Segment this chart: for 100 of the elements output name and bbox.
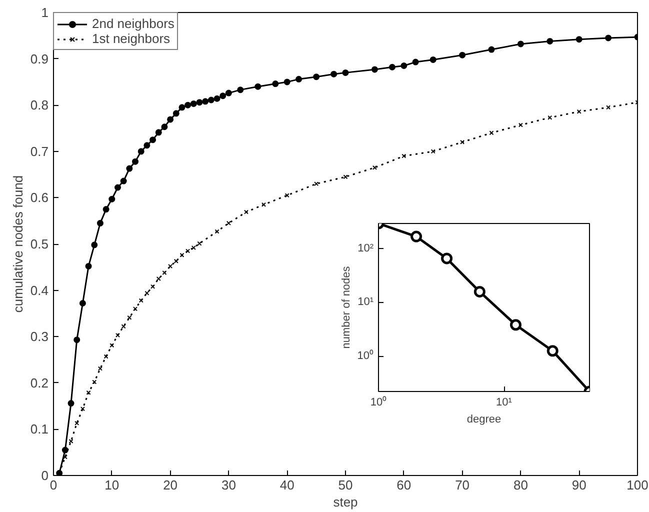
x-tick-label: 80	[513, 478, 528, 492]
point	[430, 56, 436, 63]
point	[110, 343, 114, 348]
point	[180, 252, 184, 258]
point	[144, 290, 150, 296]
y-tick-label: 10²	[358, 242, 374, 254]
point	[85, 262, 92, 270]
point	[459, 52, 466, 58]
point	[372, 165, 377, 170]
point	[517, 40, 524, 48]
point	[115, 332, 120, 338]
point	[296, 76, 302, 82]
point	[208, 96, 214, 104]
point	[162, 270, 167, 275]
point	[576, 36, 582, 43]
point	[91, 242, 98, 248]
x-tick-label: 20	[163, 478, 178, 492]
point	[86, 390, 91, 395]
x-tick-label: 70	[455, 478, 470, 492]
point	[214, 95, 220, 102]
point	[156, 276, 161, 281]
y-tick-label: 0	[41, 468, 49, 483]
point	[174, 258, 178, 264]
point	[244, 210, 248, 214]
point	[92, 380, 97, 384]
y-tick-label: 0.6	[30, 190, 49, 206]
x-tick-label: 100	[626, 478, 648, 492]
point	[138, 148, 144, 155]
x-axis-title: degree	[466, 414, 502, 426]
point	[150, 284, 156, 289]
y-tick-label: 0.4	[30, 282, 49, 298]
point	[412, 58, 419, 66]
point	[488, 46, 495, 53]
point	[184, 102, 192, 108]
y-axis-title: cumulative nodes found	[10, 175, 26, 313]
point	[196, 99, 203, 106]
point	[102, 206, 110, 213]
point	[284, 193, 290, 198]
point	[388, 64, 396, 70]
point	[161, 124, 168, 130]
x-axis-title: step	[333, 494, 358, 510]
point	[127, 315, 132, 320]
y-tick-label: 10⁰	[357, 349, 374, 362]
point	[172, 110, 180, 117]
y-tick-label: 0.8	[30, 98, 49, 113]
point	[132, 306, 138, 312]
point	[79, 300, 86, 307]
point	[96, 220, 104, 226]
point	[68, 438, 74, 444]
point	[576, 109, 582, 114]
point	[74, 420, 80, 426]
point	[190, 100, 197, 107]
point	[214, 229, 220, 234]
point	[430, 149, 436, 154]
point	[68, 400, 74, 407]
point	[191, 245, 196, 250]
point	[220, 92, 226, 100]
point	[314, 182, 319, 186]
point	[606, 105, 611, 110]
point	[400, 62, 408, 69]
y-tick-label: 0.1	[30, 422, 49, 437]
x-tick-label: 40	[280, 478, 294, 492]
point	[186, 248, 190, 254]
y-axis-title: number of nodes	[340, 266, 352, 349]
point	[330, 70, 338, 78]
point	[226, 220, 231, 226]
point	[74, 336, 80, 344]
point	[272, 80, 279, 88]
point	[460, 140, 465, 144]
point	[546, 38, 554, 44]
point	[138, 298, 144, 303]
point	[62, 454, 68, 460]
y-tick-label: 1	[41, 5, 49, 20]
y-tick-label: 10¹	[358, 296, 374, 308]
point	[150, 136, 156, 144]
point	[155, 129, 162, 136]
point	[132, 158, 139, 165]
point	[343, 174, 348, 180]
y-tick-label: 0.2	[30, 375, 49, 390]
point	[104, 354, 108, 359]
x-tick-label: 60	[396, 478, 412, 492]
x-tick-label: 50	[338, 478, 353, 492]
y-tick-label: 0.5	[30, 236, 49, 252]
point	[313, 74, 320, 80]
point	[126, 165, 133, 172]
point	[80, 406, 85, 412]
point	[489, 130, 494, 136]
point	[402, 154, 406, 158]
legend-label: 1st neighbors	[92, 31, 170, 46]
x-tick-label: 90	[572, 478, 586, 492]
y-tick-label: 0.9	[30, 51, 49, 66]
y-tick-label: 0.3	[30, 329, 49, 344]
point	[225, 90, 232, 96]
x-tick-label: 30	[221, 478, 236, 492]
point	[284, 78, 290, 86]
point	[144, 142, 150, 149]
point	[605, 34, 612, 42]
point	[254, 83, 262, 90]
point	[197, 241, 202, 246]
point	[114, 184, 121, 191]
